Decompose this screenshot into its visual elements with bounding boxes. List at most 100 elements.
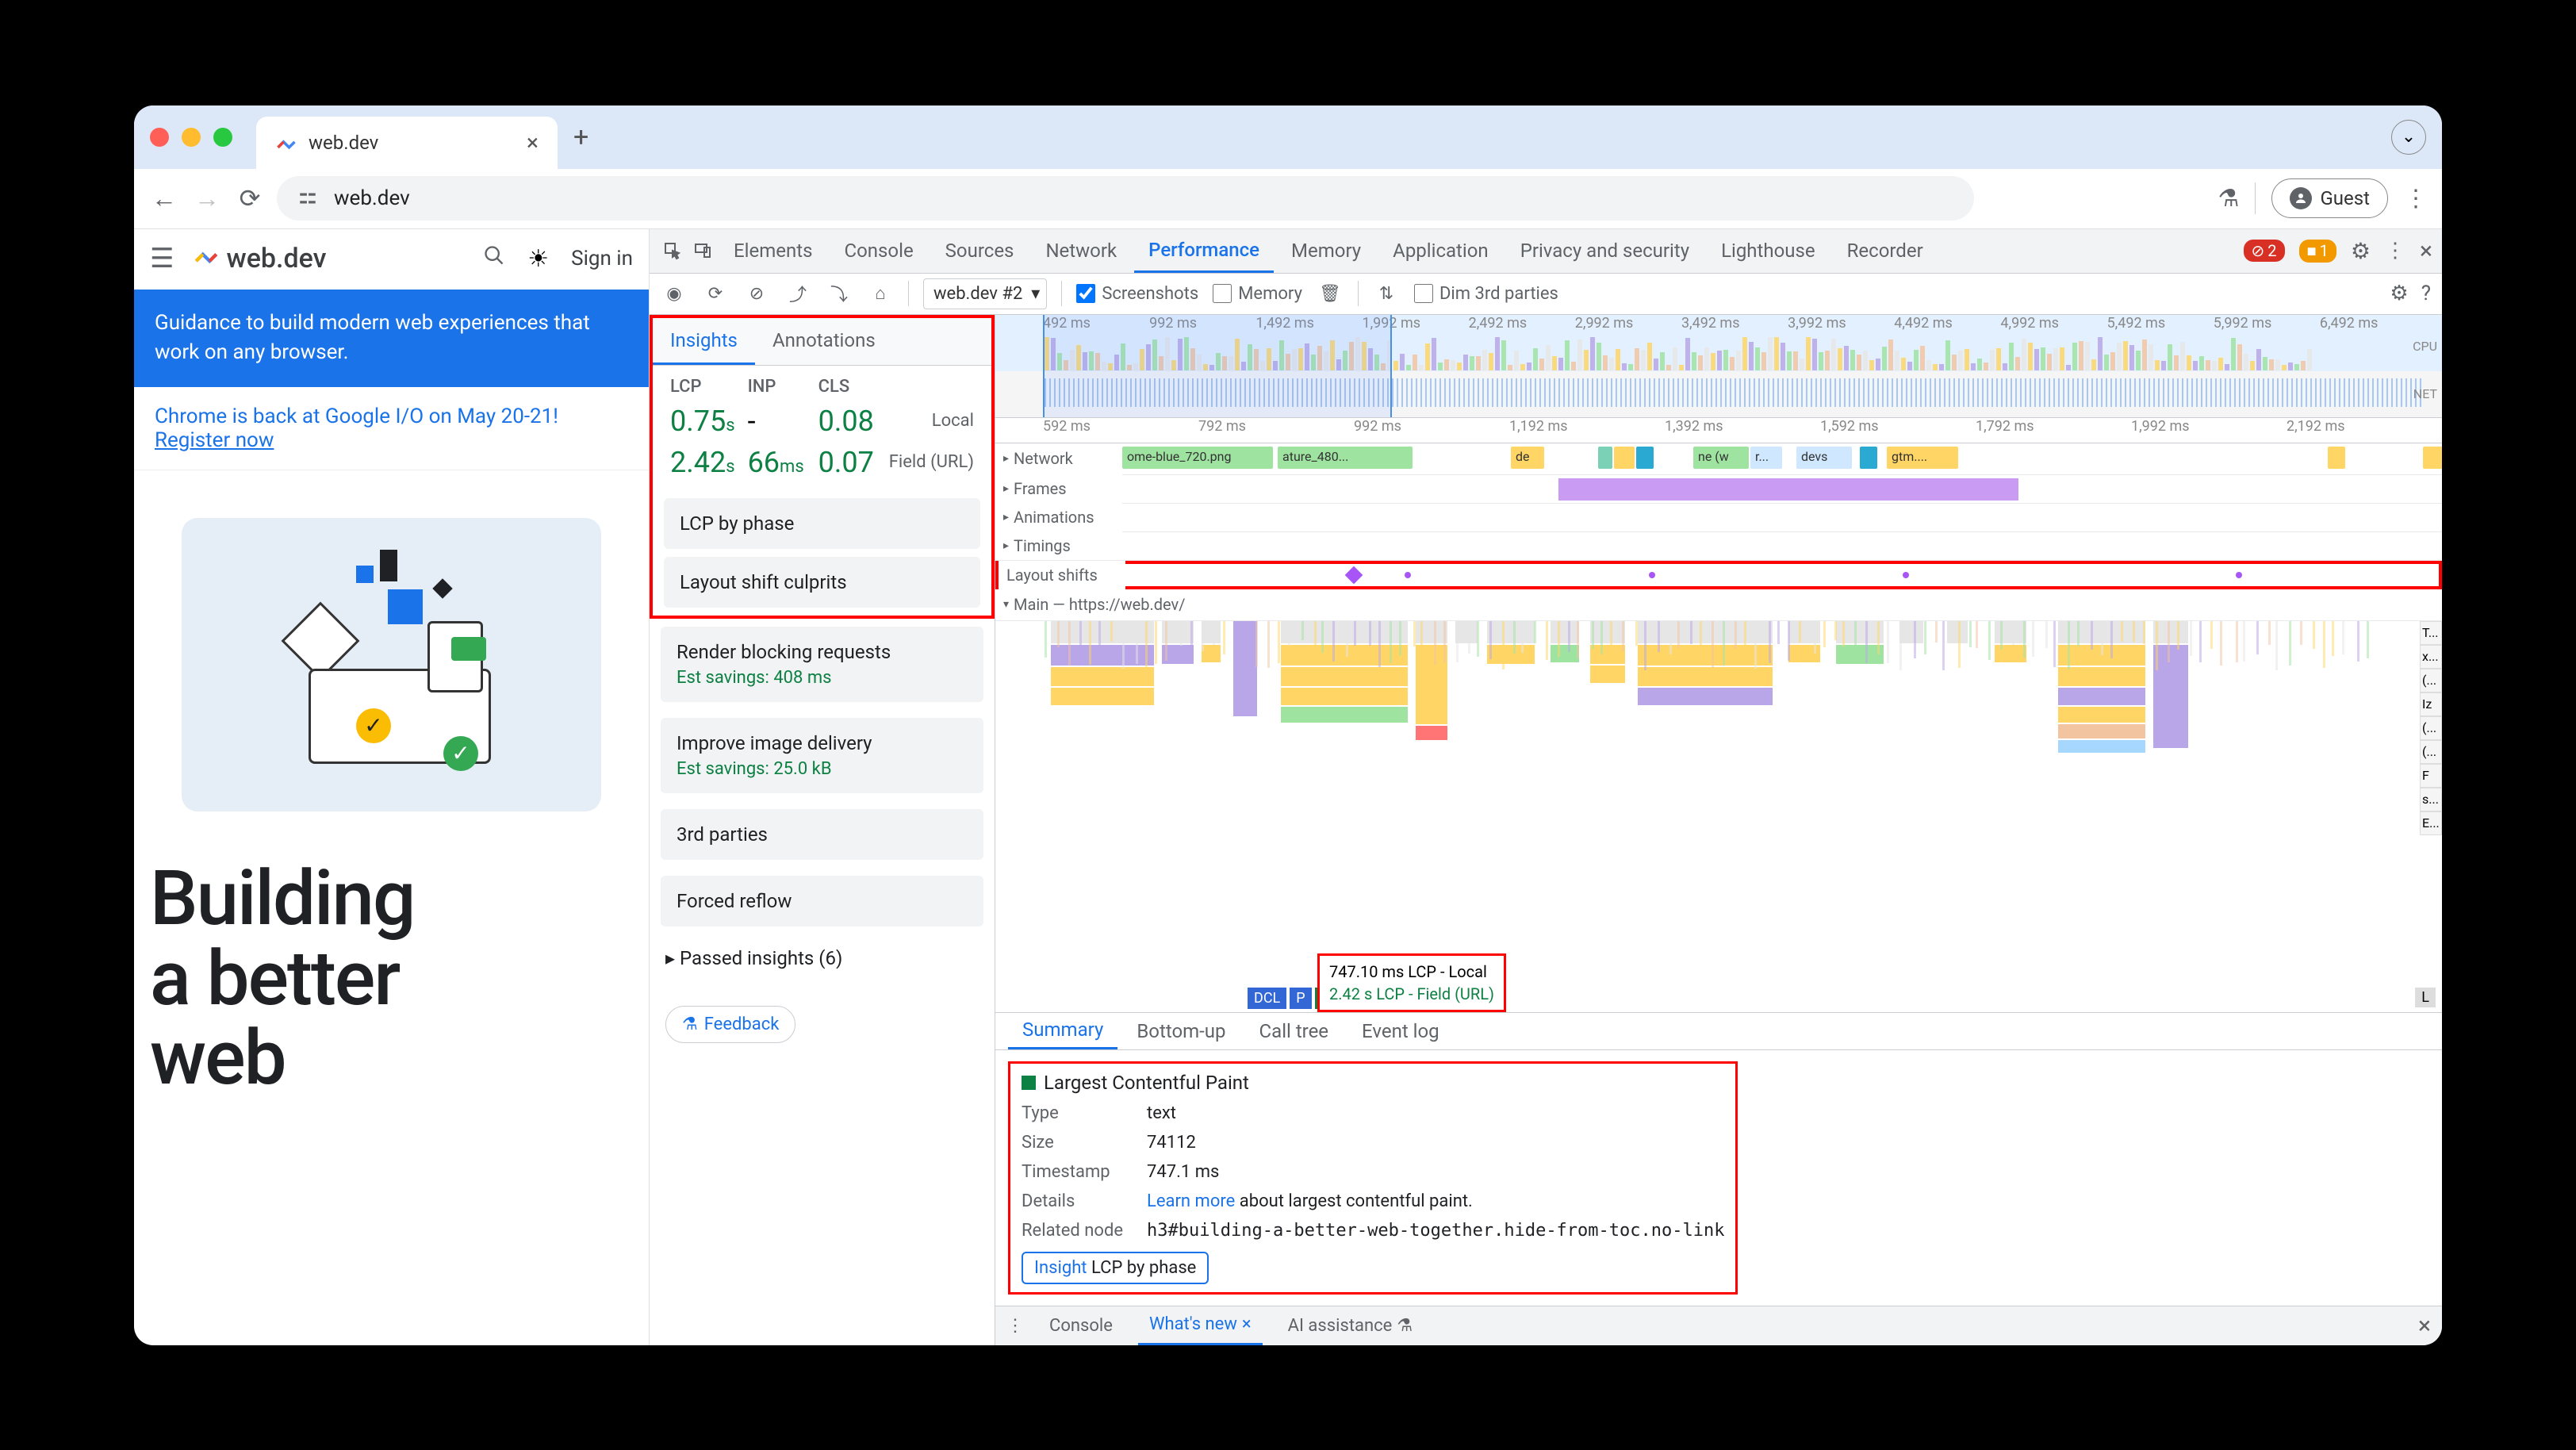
settings-icon[interactable]: ⚙ <box>2351 238 2371 264</box>
close-window-button[interactable] <box>150 128 169 147</box>
insight-3rd-parties[interactable]: 3rd parties <box>661 809 983 860</box>
track-layout-shifts[interactable]: Layout shifts <box>995 561 2442 589</box>
track-main-header[interactable]: Main — https://web.dev/ <box>995 590 1233 619</box>
warning-count-badge[interactable]: ■ 1 <box>2299 240 2336 263</box>
track-animations-header[interactable]: Animations <box>995 503 1122 531</box>
more-icon[interactable]: ⋮ <box>2385 239 2405 263</box>
gc-icon[interactable]: 🗑 <box>1317 280 1344 307</box>
settings-toggle-icon[interactable]: ⇅ <box>1373 280 1400 307</box>
inspect-icon[interactable] <box>659 237 686 264</box>
io-register-link[interactable]: Register now <box>155 428 274 452</box>
frames-bar <box>1558 478 2018 501</box>
tab-network[interactable]: Network <box>1031 229 1131 273</box>
labs-icon: ⚗ <box>1397 1316 1413 1336</box>
minimize-window-button[interactable] <box>182 128 201 147</box>
flame-graph[interactable]: T...x...(...Iz(...(...Fs...E... DCLPLCP … <box>995 621 2442 1012</box>
close-icon[interactable]: × <box>1242 1314 1252 1334</box>
drawer-close-icon[interactable]: × <box>2418 1312 2431 1340</box>
labs-icon[interactable]: ⚗ <box>2218 185 2240 213</box>
track-network-header[interactable]: Network <box>995 444 1122 473</box>
insight-image-delivery[interactable]: Improve image delivery Est savings: 25.0… <box>661 718 983 793</box>
maximize-window-button[interactable] <box>213 128 232 147</box>
tab-elements[interactable]: Elements <box>719 229 826 273</box>
signin-link[interactable]: Sign in <box>571 247 633 270</box>
tab-lighthouse[interactable]: Lighthouse <box>1707 229 1830 273</box>
lcp-info-box: 747.10 ms LCP - Local 2.42 s LCP - Field… <box>1317 953 1506 1012</box>
browser-tab[interactable]: web.dev × <box>256 117 558 169</box>
summary-tab-eventlog[interactable]: Event log <box>1347 1013 1454 1049</box>
back-button[interactable]: ← <box>148 182 180 214</box>
profile-button[interactable]: Guest <box>2271 178 2388 218</box>
drawer-tab-console[interactable]: Console <box>1038 1306 1124 1345</box>
device-toggle-icon[interactable] <box>689 237 716 264</box>
drawer-tab-whatsnew[interactable]: What's new × <box>1138 1306 1263 1345</box>
timeline-overview[interactable]: 492 ms992 ms1,492 ms1,992 ms2,492 ms2,99… <box>995 315 2442 418</box>
metric-lcp-field: 2.42s <box>670 446 735 479</box>
divider <box>2255 182 2256 214</box>
memory-checkbox[interactable]: Memory <box>1213 284 1302 304</box>
site-settings-icon[interactable] <box>296 186 320 210</box>
learn-more-link[interactable]: Learn more <box>1147 1191 1235 1211</box>
tab-memory[interactable]: Memory <box>1277 229 1375 273</box>
insights-tab-insights[interactable]: Insights <box>653 318 755 365</box>
tab-close-button[interactable]: × <box>527 129 539 155</box>
search-icon[interactable] <box>483 244 505 273</box>
insight-lcp-phase[interactable]: LCP by phase <box>664 498 980 549</box>
insight-chip[interactable]: Insight LCP by phase <box>1022 1252 1209 1284</box>
error-count-badge[interactable]: ⊘ 2 <box>2244 240 2285 262</box>
tab-privacy[interactable]: Privacy and security <box>1506 229 1704 273</box>
reload-record-icon[interactable]: ⟳ <box>702 280 729 307</box>
screenshots-checkbox[interactable]: Screenshots <box>1076 284 1198 304</box>
related-node-link[interactable]: h3#building-a-better-web-together.hide-f… <box>1147 1221 1724 1241</box>
forward-button[interactable]: → <box>191 182 223 214</box>
dcl-badge: DCL <box>1248 988 1286 1009</box>
download-icon[interactable]: ⤵ <box>826 280 853 307</box>
summary-tab-summary[interactable]: Summary <box>1008 1013 1117 1049</box>
track-main[interactable]: Main — https://web.dev/ <box>995 589 2442 621</box>
perf-settings-icon[interactable]: ⚙ <box>2390 282 2408 305</box>
tab-performance[interactable]: Performance <box>1134 229 1274 273</box>
upload-icon[interactable]: ⤴ <box>784 280 811 307</box>
track-layout-shifts-header[interactable]: Layout shifts <box>999 561 1125 589</box>
track-frames-header[interactable]: Frames <box>995 474 1122 503</box>
insight-render-blocking[interactable]: Render blocking requests Est savings: 40… <box>661 627 983 702</box>
feedback-button[interactable]: ⚗ Feedback <box>665 1006 795 1043</box>
tab-console[interactable]: Console <box>830 229 927 273</box>
recording-select[interactable]: web.dev #2 ▾ <box>923 278 1047 309</box>
record-icon[interactable]: ◉ <box>661 280 688 307</box>
dim-3p-checkbox[interactable]: Dim 3rd parties <box>1414 284 1558 304</box>
new-tab-button[interactable]: + <box>573 121 588 153</box>
insight-forced-reflow[interactable]: Forced reflow <box>661 876 983 926</box>
profile-label: Guest <box>2320 187 2370 209</box>
overview-selection[interactable] <box>1043 315 1392 417</box>
track-network[interactable]: Network ome-blue_720.pngature_480...dene… <box>995 443 2442 475</box>
url-input[interactable]: web.dev <box>277 176 1974 221</box>
insights-tab-annotations[interactable]: Annotations <box>755 318 893 365</box>
help-icon[interactable]: ? <box>2421 282 2431 305</box>
drawer-menu-icon[interactable]: ⋮ <box>1006 1316 1024 1336</box>
tab-recorder[interactable]: Recorder <box>1833 229 1938 273</box>
summary-tab-calltree[interactable]: Call tree <box>1245 1013 1344 1049</box>
passed-insights-toggle[interactable]: ▸ Passed insights (6) <box>650 934 995 982</box>
track-timings-header[interactable]: Timings <box>995 531 1122 560</box>
summary-tab-bottomup[interactable]: Bottom-up <box>1122 1013 1240 1049</box>
summary-body: Largest Contentful Paint Typetext Size74… <box>995 1050 2442 1306</box>
tab-sources[interactable]: Sources <box>931 229 1029 273</box>
reload-button[interactable]: ⟳ <box>234 182 266 214</box>
clear-icon[interactable]: ⊘ <box>743 280 770 307</box>
lcp-field-text: 2.42 s LCP - Field (URL) <box>1329 983 1494 1005</box>
insight-layout-culprits[interactable]: Layout shift culprits <box>664 557 980 608</box>
drawer-tab-ai[interactable]: AI assistance ⚗ <box>1277 1306 1424 1345</box>
track-timings[interactable]: Timings <box>995 532 2442 561</box>
browser-menu-icon[interactable]: ⋮ <box>2404 185 2428 213</box>
lcp-color-swatch <box>1022 1076 1036 1090</box>
home-icon[interactable]: ⌂ <box>867 280 894 307</box>
track-frames[interactable]: Frames <box>995 475 2442 504</box>
site-logo[interactable]: web.dev <box>193 242 326 276</box>
track-animations[interactable]: Animations <box>995 504 2442 532</box>
tab-search-button[interactable]: ⌄ <box>2391 120 2426 155</box>
theme-toggle-icon[interactable]: ☀ <box>527 245 549 273</box>
menu-icon[interactable]: ☰ <box>150 243 174 274</box>
close-devtools-icon[interactable]: × <box>2420 237 2432 265</box>
tab-application[interactable]: Application <box>1378 229 1503 273</box>
